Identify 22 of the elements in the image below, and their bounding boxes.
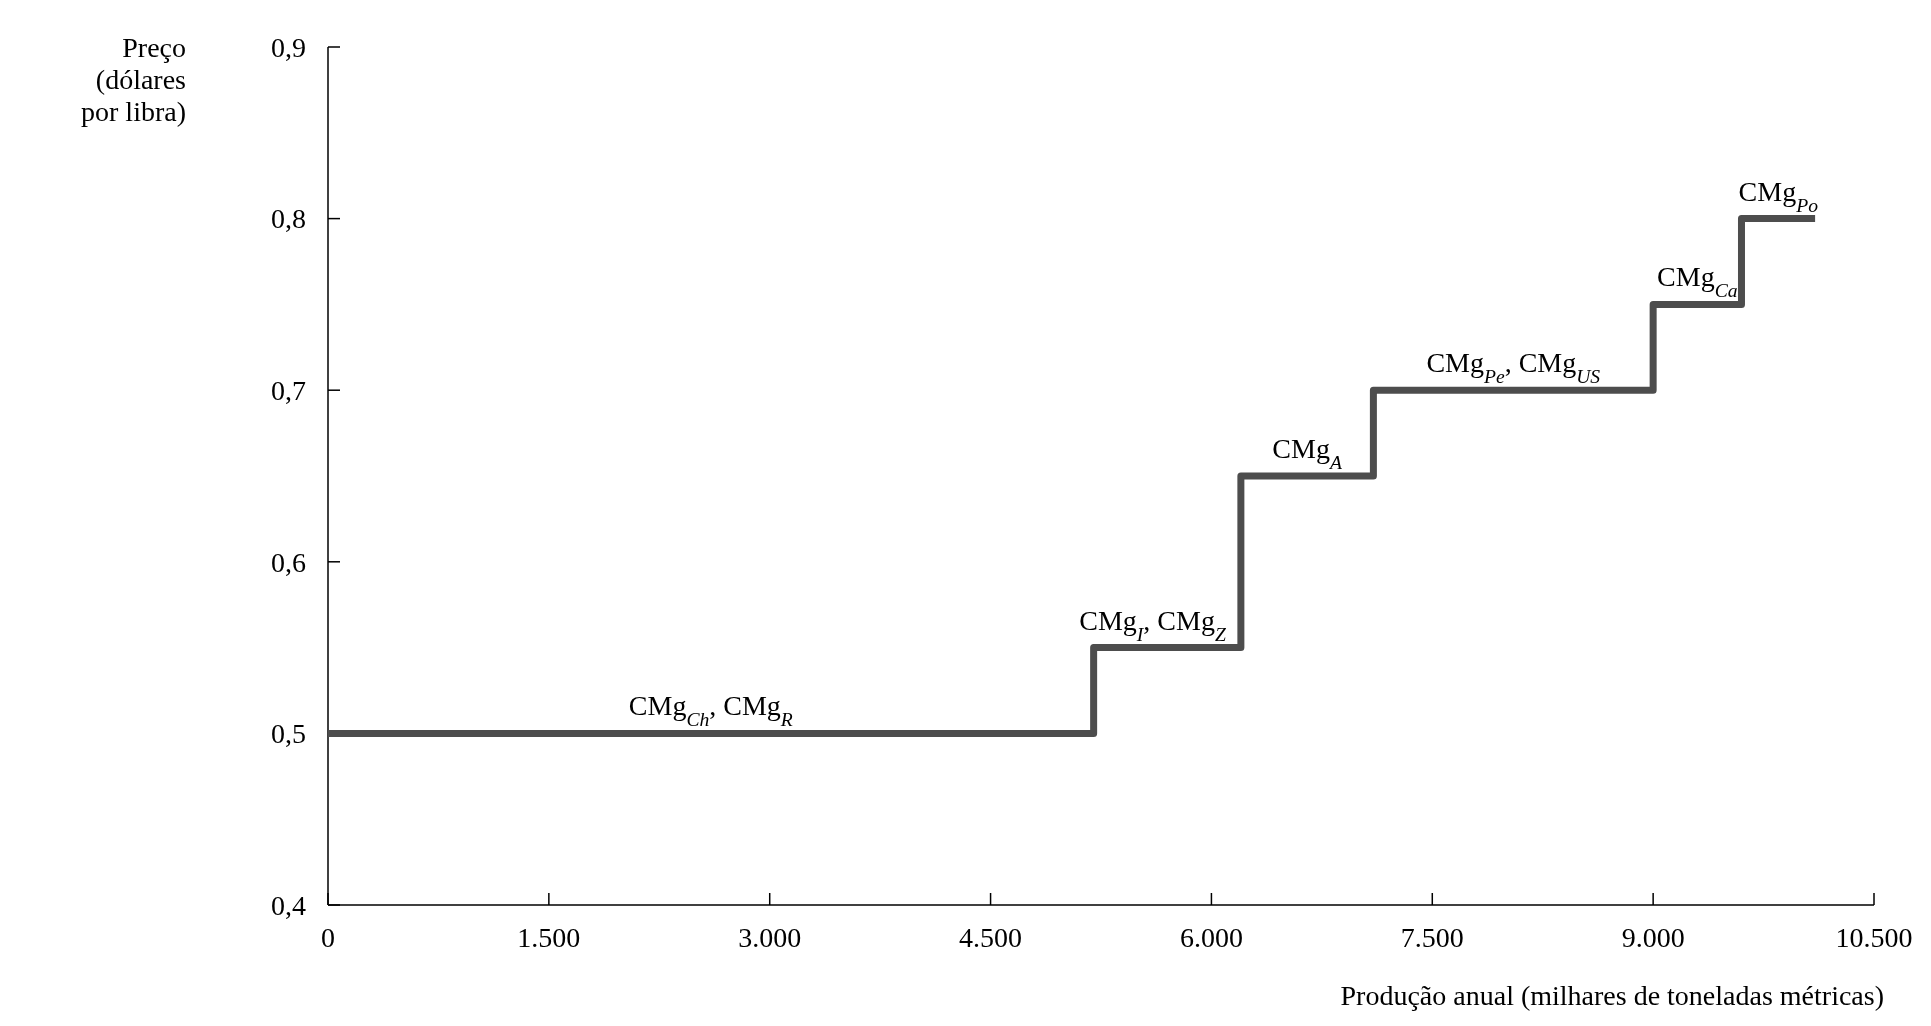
annotation: CMg$_{Ca}$ xyxy=(1657,261,1738,301)
y-tick-label: 0,5 xyxy=(271,718,306,750)
y-tick-label: 0,6 xyxy=(271,546,306,578)
y-tick-label: 0,9 xyxy=(271,31,306,63)
annotation: CMg$_{I}$, CMg$_{Z}$ xyxy=(1079,604,1227,645)
y-tick-label: 0,7 xyxy=(271,375,306,406)
y-tick-label: 0,4 xyxy=(271,889,306,921)
annotation: CMg$_{Ch}$, CMg$_{R}$ xyxy=(628,690,793,730)
x-tick-label: 7.500 xyxy=(1400,922,1464,953)
x-tick-label: 3.000 xyxy=(738,922,802,953)
x-tick-label: 0 xyxy=(321,922,335,953)
x-axis-title: Produção anual (milhares de toneladas métricas) xyxy=(1340,980,1884,1011)
y-tick-label: 0,8 xyxy=(271,203,306,235)
annotation: CMg$_{Pe}$, CMg$_{US}$ xyxy=(1426,347,1601,387)
annotation: CMg$_{A}$ xyxy=(1272,433,1343,473)
x-tick-label: 10.500 xyxy=(1835,922,1913,953)
x-tick-label: 9.000 xyxy=(1621,922,1685,953)
x-tick-label: 1.500 xyxy=(517,922,581,953)
x-tick-label: 6.000 xyxy=(1179,922,1243,953)
y-axis-title: Preço (dólares por libra) xyxy=(81,32,186,127)
x-tick-label: 4.500 xyxy=(959,922,1023,953)
annotation: CMg$_{Po}$ xyxy=(1738,175,1819,216)
